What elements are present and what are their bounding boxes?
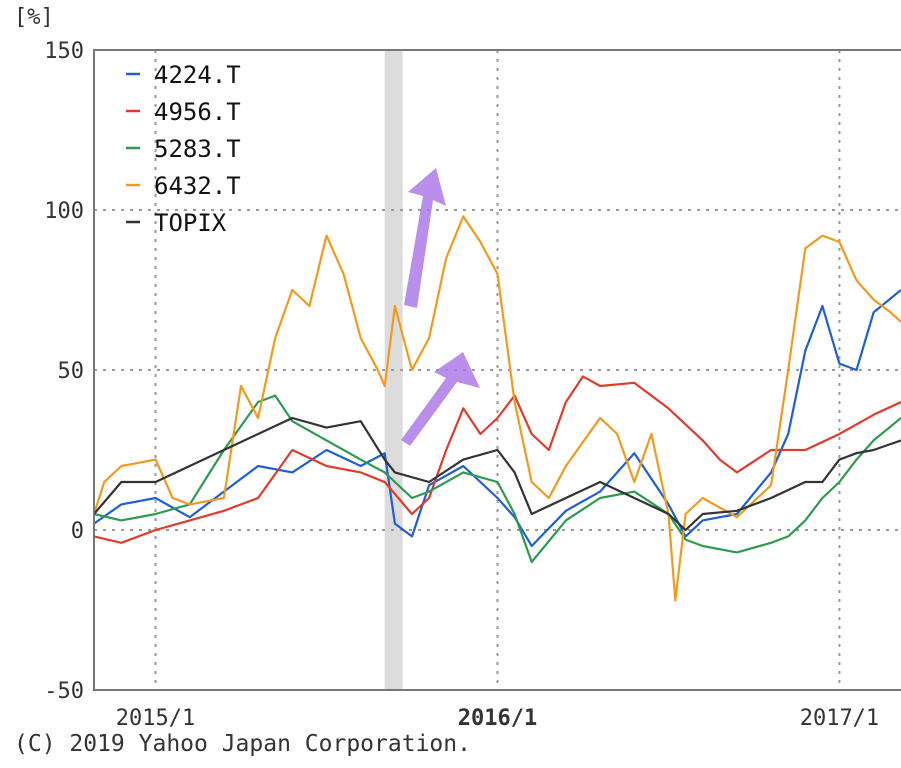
legend: 4224.T 4956.T 5283.T 6432.T TOPIX — [126, 61, 241, 237]
y-tick-label: 0 — [71, 519, 84, 544]
legend-entry: 5283.T — [154, 135, 241, 163]
series-line-TOPIX — [93, 416, 901, 532]
y-tick-label: 100 — [44, 199, 84, 224]
y-unit-label: [%] — [14, 5, 54, 30]
y-tick-label: -50 — [44, 679, 84, 704]
series-line-4224.T — [93, 289, 901, 548]
series-lines — [92, 215, 901, 602]
copyright-text: (C) 2019 Yahoo Japan Corporation. — [14, 731, 471, 757]
purple-up-arrow-lower-icon — [401, 352, 480, 446]
purple-up-arrow-upper-icon — [404, 168, 446, 308]
x-tick-labels: 2015/1 2016/1 2017/1 — [116, 706, 879, 731]
series-line-6432.T — [92, 215, 901, 602]
y-tick-label: 150 — [44, 39, 84, 64]
x-tick-label: 2017/1 — [800, 706, 879, 731]
y-tick-label: 50 — [58, 359, 85, 384]
x-tick-label: 2016/1 — [458, 706, 537, 731]
legend-entry: 6432.T — [154, 172, 241, 200]
legend-entry: 4956.T — [154, 98, 241, 126]
series-line-4956.T — [93, 375, 901, 544]
legend-entry: 4224.T — [154, 61, 241, 89]
legend-entry: TOPIX — [154, 209, 227, 237]
x-tick-label: 2015/1 — [116, 706, 195, 731]
gridlines — [94, 50, 901, 690]
y-tick-labels: 150 100 50 0 -50 — [44, 39, 84, 704]
plot-frame — [93, 49, 901, 691]
